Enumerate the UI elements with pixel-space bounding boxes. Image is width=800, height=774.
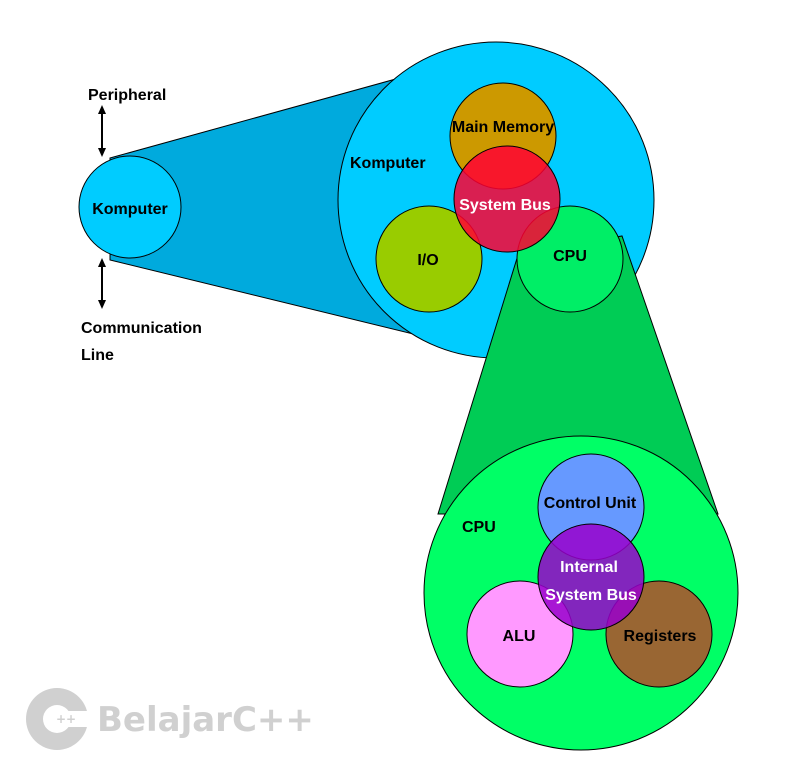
logo-mark-text: ++	[56, 712, 76, 726]
internal-bus-circle	[537, 523, 645, 631]
line-label: Line	[81, 347, 114, 364]
komputer-label: Komputer	[92, 201, 168, 218]
internal-bus-label-line1: Internal	[560, 559, 618, 576]
peripheral-label: Peripheral	[88, 87, 166, 104]
cpu-label: CPU	[553, 248, 587, 265]
alu-circle	[466, 580, 574, 688]
alu-label: ALU	[503, 628, 536, 645]
cpu-detail-label: CPU	[462, 519, 496, 536]
internal-bus-label-line2: System Bus	[545, 587, 637, 604]
logo-text: BelajarC++	[97, 700, 314, 740]
main-memory-label: Main Memory	[452, 119, 554, 136]
communication-arrow	[98, 258, 106, 309]
control-unit-label: Control Unit	[544, 495, 637, 512]
system-bus-circle	[453, 145, 561, 253]
komputer-detail-label: Komputer	[350, 155, 426, 172]
registers-label: Registers	[624, 628, 697, 645]
io-circle	[375, 205, 483, 313]
peripheral-arrow	[98, 105, 106, 157]
communication-label: Communication	[81, 320, 202, 337]
system-bus-label: System Bus	[459, 197, 551, 214]
io-label: I/O	[417, 252, 438, 269]
computer-circle	[78, 155, 182, 259]
belajar-cpp-logo: ++ BelajarC++	[26, 688, 314, 750]
